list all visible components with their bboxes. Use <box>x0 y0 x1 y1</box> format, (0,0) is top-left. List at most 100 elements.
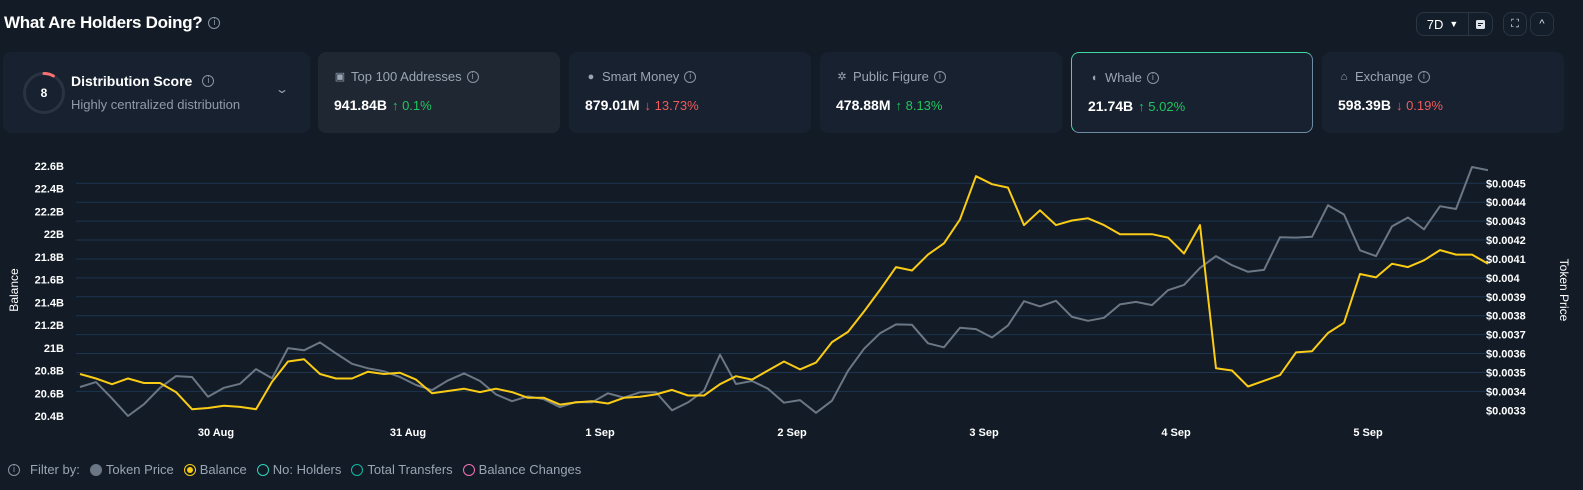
y2-tick-label: $0.0038 <box>1486 311 1526 323</box>
legend-circle-icon <box>351 463 364 476</box>
x-tick-label: 5 Sep <box>1353 427 1383 439</box>
card-label-text: Public Figure <box>853 69 929 84</box>
legend-item-total-transfers[interactable]: Total Transfers <box>351 462 453 477</box>
legend-item-token-price[interactable]: Token Price <box>89 462 174 477</box>
info-icon[interactable]: i <box>8 463 20 476</box>
range-dropdown[interactable]: 7D ▼ <box>1417 13 1469 35</box>
calendar-icon <box>1476 19 1485 29</box>
arrow-up-icon: ↑ <box>895 98 902 113</box>
card-change-value: 8.13% <box>905 98 943 113</box>
card-label: ▣ Top 100 Addresses i <box>334 69 479 84</box>
caret-down-icon: ▼ <box>1449 19 1459 29</box>
card-label: ✲ Public Figure i <box>836 69 946 84</box>
fullscreen-icon: ⛶ <box>1511 17 1519 30</box>
page-title: What Are Holders Doing? i <box>4 13 221 33</box>
y-tick-label: 21.4B <box>35 297 64 309</box>
card-label: ● Smart Money i <box>585 69 697 84</box>
card-change-value: 0.1% <box>402 98 432 113</box>
y2-axis-title: Token Price <box>1557 259 1571 322</box>
card-label-text: Smart Money <box>602 69 680 84</box>
card-value-row: 21.74B ↑ 5.02% <box>1088 98 1185 114</box>
info-icon[interactable]: i <box>933 70 946 83</box>
card-change-value: 5.02% <box>1148 99 1186 114</box>
card-value-row: 879.01M ↓ 13.73% <box>585 97 699 113</box>
distribution-title-text: Distribution Score <box>71 73 193 89</box>
filter-label: Filter by: <box>30 462 80 477</box>
legend-radio-icon <box>183 463 196 476</box>
legend-label: No: Holders <box>272 462 342 477</box>
card-label-text: Exchange <box>1355 69 1413 84</box>
card-change: ↓ 13.73% <box>644 98 698 113</box>
chevron-up-icon: ^ <box>1539 18 1545 30</box>
y2-tick-label: $0.0039 <box>1486 292 1526 304</box>
distribution-gauge: 8 <box>23 72 65 114</box>
wallet-icon: ▣ <box>334 71 346 83</box>
card-label-text: Whale <box>1105 70 1142 85</box>
legend-dot-icon <box>89 463 102 476</box>
card-value-row: 598.39B ↓ 0.19% <box>1338 97 1443 113</box>
legend-label: Token Price <box>105 462 174 477</box>
legend-circle-icon <box>462 463 475 476</box>
title-text: What Are Holders Doing? <box>4 13 203 32</box>
chevron-down-icon[interactable]: ⌄ <box>274 82 290 96</box>
y2-tick-label: $0.0033 <box>1486 405 1526 417</box>
card-label: ◖ Whale i <box>1088 70 1159 85</box>
y-tick-label: 20.4B <box>35 411 64 423</box>
score-value: 8 <box>41 86 48 100</box>
x-tick-label: 1 Sep <box>585 427 615 439</box>
legend-item-balance[interactable]: Balance <box>183 462 247 477</box>
card-value: 478.88M <box>836 97 891 113</box>
legend-label: Balance Changes <box>478 462 582 477</box>
bank-icon: ⌂ <box>1340 70 1348 83</box>
range-control: 7D ▼ <box>1416 12 1493 36</box>
person-star-icon: ✲ <box>837 71 847 83</box>
y2-tick-label: $0.004 <box>1486 273 1521 285</box>
legend-circle-icon <box>256 463 269 476</box>
sunglasses-icon: ● <box>587 70 595 83</box>
info-icon[interactable]: i <box>202 75 215 87</box>
x-tick-label: 2 Sep <box>777 427 807 439</box>
y-tick-label: 21.8B <box>35 252 64 264</box>
card-value: 941.84B <box>334 97 387 113</box>
range-value: 7D <box>1426 16 1444 32</box>
distribution-score-card[interactable]: 8 Distribution Score i Highly centralize… <box>3 52 310 133</box>
card-value-row: 478.88M ↑ 8.13% <box>836 97 942 113</box>
y2-tick-label: $0.0045 <box>1486 178 1526 190</box>
holder-card-exchange[interactable]: ⌂ Exchange i 598.39B ↓ 0.19% <box>1322 52 1564 133</box>
y-tick-label: 21.6B <box>35 275 64 287</box>
y-tick-label: 21B <box>44 343 64 355</box>
x-tick-label: 30 Aug <box>198 427 234 439</box>
x-tick-label: 3 Sep <box>969 427 999 439</box>
legend-item-balance-changes[interactable]: Balance Changes <box>462 462 582 477</box>
distribution-subtitle: Highly centralized distribution <box>71 97 241 112</box>
y-tick-label: 22.6B <box>35 161 64 173</box>
fullscreen-button[interactable]: ⛶ <box>1503 12 1527 36</box>
y-tick-label: 22.4B <box>35 184 64 196</box>
info-icon[interactable]: i <box>684 70 697 83</box>
y-tick-label: 22.2B <box>35 206 64 218</box>
holder-card-smart-money[interactable]: ● Smart Money i 879.01M ↓ 13.73% <box>569 52 811 133</box>
legend-item-no-holders[interactable]: No: Holders <box>256 462 342 477</box>
info-icon[interactable]: i <box>208 17 221 29</box>
holder-card-public-figure[interactable]: ✲ Public Figure i 478.88M ↑ 8.13% <box>820 52 1062 133</box>
card-change: ↓ 0.19% <box>1396 98 1443 113</box>
legend-label: Balance <box>199 462 247 477</box>
calendar-button[interactable] <box>1469 13 1492 35</box>
holder-card-whale[interactable]: ◖ Whale i 21.74B ↑ 5.02% <box>1071 52 1313 133</box>
y2-tick-label: $0.0036 <box>1486 349 1526 361</box>
card-change-value: 13.73% <box>654 98 699 113</box>
info-icon[interactable]: i <box>1146 71 1159 84</box>
holder-card-top-100-addresses[interactable]: ▣ Top 100 Addresses i 941.84B ↑ 0.1% <box>318 52 560 133</box>
collapse-button[interactable]: ^ <box>1530 12 1554 36</box>
info-icon[interactable]: i <box>1417 70 1430 83</box>
y2-tick-label: $0.0043 <box>1486 216 1526 228</box>
card-value-row: 941.84B ↑ 0.1% <box>334 97 432 113</box>
arrow-up-icon: ↑ <box>1138 99 1145 114</box>
card-change: ↑ 0.1% <box>392 98 432 113</box>
card-value: 598.39B <box>1338 97 1391 113</box>
info-icon[interactable]: i <box>466 70 479 83</box>
y-tick-label: 20.8B <box>35 366 64 378</box>
whale-icon: ◖ <box>1090 71 1098 84</box>
arrow-down-icon: ↓ <box>644 98 651 113</box>
card-change: ↑ 5.02% <box>1138 99 1185 114</box>
